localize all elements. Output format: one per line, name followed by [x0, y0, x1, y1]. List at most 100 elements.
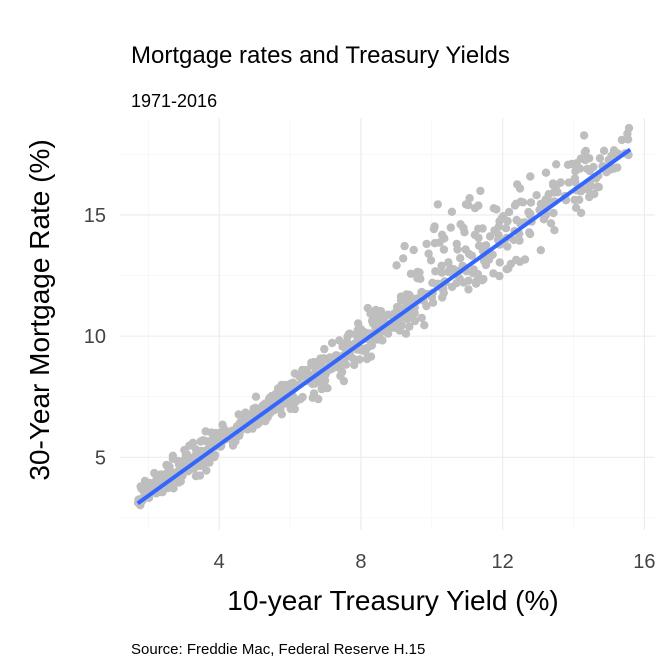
scatter-point [383, 329, 393, 338]
scatter-point [422, 301, 431, 311]
scatter-point [335, 336, 344, 345]
chart-caption: Source: Freddie Mac, Federal Reserve H.1… [131, 641, 426, 658]
regression-line [136, 147, 632, 505]
scatter-point [174, 478, 183, 487]
scatter-point [599, 146, 609, 155]
scatter-point [191, 445, 200, 454]
scatter-point [154, 476, 163, 485]
scatter-point [177, 457, 186, 466]
scatter-point [504, 264, 513, 273]
scatter-point [470, 230, 480, 240]
scatter-point [317, 384, 326, 394]
scatter-point [410, 316, 420, 326]
scatter-point [489, 204, 498, 213]
scatter-point [474, 241, 484, 250]
scatter-point [552, 160, 561, 169]
scatter-point [549, 180, 558, 190]
scatter-point [344, 339, 353, 349]
scatter-point [485, 232, 495, 241]
scatter-point [413, 267, 422, 277]
scatter-point [465, 194, 474, 203]
scatter-point [526, 198, 536, 207]
scatter-point [595, 154, 605, 163]
y-axis-ticks: 5 10 15 [84, 205, 106, 469]
scatter-point [426, 256, 436, 265]
scatter-point [490, 226, 499, 235]
scatter-point [422, 239, 431, 249]
y-tick-label: 5 [95, 447, 106, 469]
scatter-point [168, 454, 177, 463]
scatter-point [481, 260, 491, 270]
scatter-point [497, 214, 506, 223]
scatter-point [353, 319, 363, 328]
chart-title: Mortgage rates and Treasury Yields [131, 42, 510, 69]
scatter-point [413, 273, 422, 283]
scatter-point [571, 167, 580, 176]
scatter-point [409, 245, 418, 255]
scatter-point [476, 186, 485, 196]
scatter-point [501, 224, 511, 233]
scatter-point [251, 392, 261, 401]
scatter-point [546, 219, 556, 228]
scatter-point [353, 325, 362, 335]
scatter-point [516, 197, 525, 206]
grid [120, 118, 655, 530]
scatter-point [570, 195, 579, 205]
scatter-point [360, 347, 370, 356]
scatter-point [439, 245, 449, 254]
scatter-point [180, 445, 189, 455]
scatter-point [405, 322, 414, 331]
scatter-point [464, 285, 473, 294]
scatter-point [251, 420, 260, 429]
scatter-point [447, 207, 457, 216]
scatter-point [392, 261, 401, 270]
scatter-point [188, 438, 198, 447]
scatter-point [495, 258, 504, 267]
scatter-point [452, 239, 461, 249]
scatter-point [228, 441, 238, 450]
scatter-point [277, 410, 286, 419]
scatter-point [613, 163, 622, 172]
scatter-point [241, 408, 250, 417]
scatter-point [576, 208, 586, 218]
scatter-point [624, 123, 634, 133]
scatter-point [444, 258, 453, 267]
scatter-point [395, 303, 404, 313]
scatter-point [307, 361, 316, 370]
x-tick-label: 8 [355, 551, 366, 573]
scatter-point [344, 330, 353, 339]
scatter-point [286, 404, 295, 414]
scatter-point [489, 269, 498, 278]
scatter-point [401, 329, 411, 338]
scatter-point [202, 466, 211, 475]
scatter-point [446, 223, 455, 232]
scatter-point [378, 336, 387, 345]
scatter-point [405, 290, 414, 300]
x-axis-ticks: 4 8 12 16 [214, 551, 656, 573]
scatter-point [467, 251, 477, 260]
scatter-point [196, 461, 205, 471]
x-tick-label: 16 [633, 551, 655, 573]
scatter-point [366, 309, 375, 318]
scatter-point [366, 352, 376, 361]
y-axis-title: 30-Year Mortgage Rate (%) [24, 139, 55, 480]
scatter-point [241, 414, 250, 424]
scatter-point [550, 226, 559, 235]
scatter-point [452, 279, 461, 288]
scatter-point [524, 207, 533, 217]
scatter-point [536, 199, 546, 209]
scatter-point [463, 200, 473, 210]
scatter-point [195, 471, 205, 480]
scatter-point [488, 250, 497, 259]
scatter-point [336, 371, 345, 381]
scatter-point [447, 265, 456, 274]
y-tick-label: 10 [84, 326, 106, 348]
scatter-point [459, 223, 468, 233]
x-tick-label: 4 [214, 551, 225, 573]
scatter-point [579, 131, 589, 140]
scatter-point [589, 162, 598, 172]
scatter-point [399, 254, 408, 263]
scatter-point [556, 178, 565, 187]
scatter-point [314, 394, 323, 404]
scatter-point [472, 276, 481, 286]
